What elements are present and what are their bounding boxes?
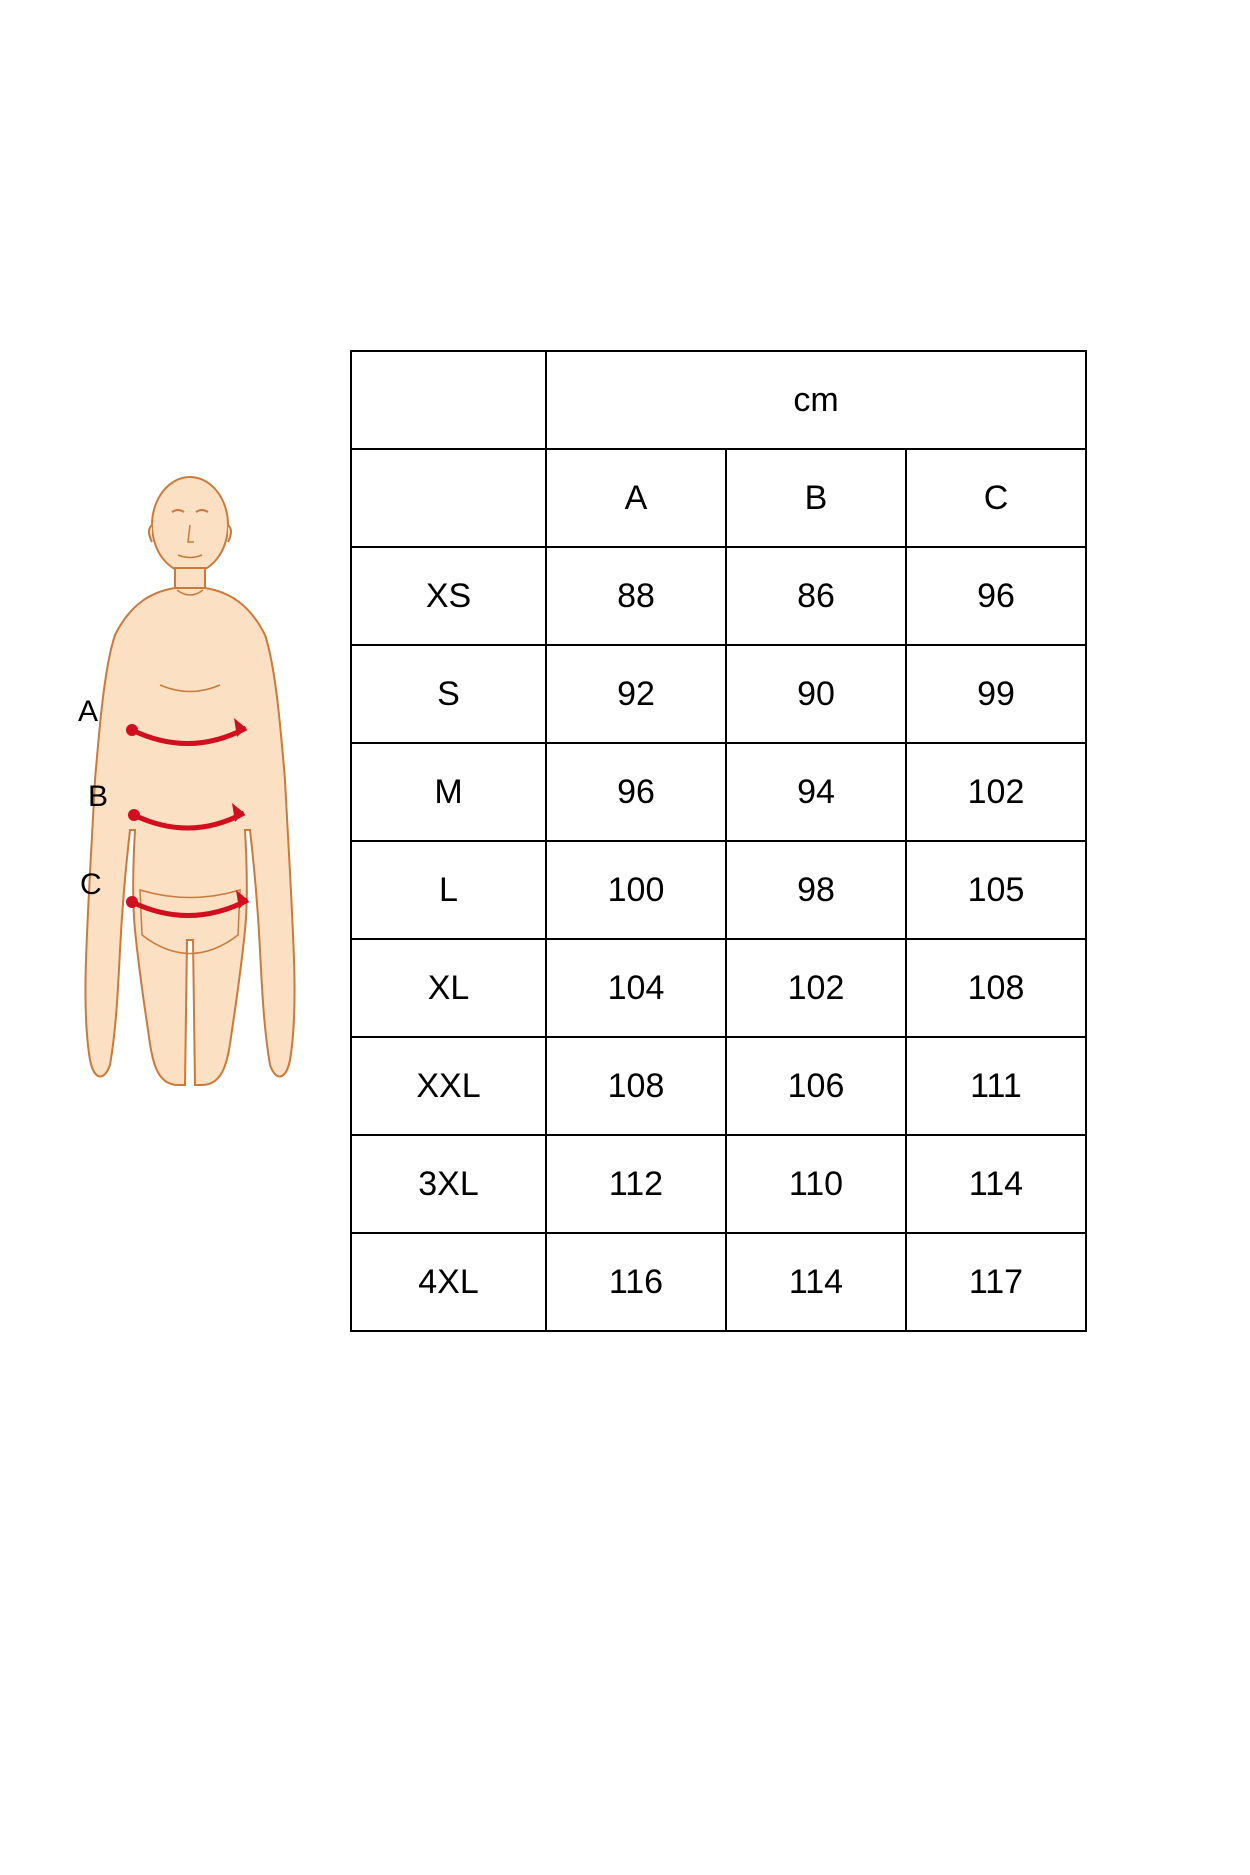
cell-c: 114 (906, 1135, 1086, 1233)
table-row: 4XL 116 114 117 (351, 1233, 1086, 1331)
cell-c: 96 (906, 547, 1086, 645)
cell-b: 110 (726, 1135, 906, 1233)
header-col-a: A (546, 449, 726, 547)
cell-size: L (351, 841, 546, 939)
cell-c: 111 (906, 1037, 1086, 1135)
body-figure: A B C (60, 470, 320, 1090)
table-row: S 92 90 99 (351, 645, 1086, 743)
cell-b: 114 (726, 1233, 906, 1331)
cell-size: XXL (351, 1037, 546, 1135)
cell-c: 105 (906, 841, 1086, 939)
cell-size: XS (351, 547, 546, 645)
cell-a: 100 (546, 841, 726, 939)
cell-b: 90 (726, 645, 906, 743)
figure-label-c: C (80, 868, 102, 902)
cell-size: 3XL (351, 1135, 546, 1233)
figure-label-a: A (78, 695, 98, 729)
cell-a: 92 (546, 645, 726, 743)
cell-size: S (351, 645, 546, 743)
cell-c: 117 (906, 1233, 1086, 1331)
table-row: XL 104 102 108 (351, 939, 1086, 1037)
header-empty-cell (351, 351, 546, 449)
cell-c: 102 (906, 743, 1086, 841)
cell-size: 4XL (351, 1233, 546, 1331)
cell-a: 104 (546, 939, 726, 1037)
size-guide-content: A B C cm A B C XS 88 86 96 S 92 90 99 M … (60, 350, 1087, 1332)
header-col-c: C (906, 449, 1086, 547)
cell-a: 116 (546, 1233, 726, 1331)
cell-c: 108 (906, 939, 1086, 1037)
cell-b: 98 (726, 841, 906, 939)
table-row: XXL 108 106 111 (351, 1037, 1086, 1135)
cell-b: 102 (726, 939, 906, 1037)
cell-size: M (351, 743, 546, 841)
cell-b: 86 (726, 547, 906, 645)
header-unit-cell: cm (546, 351, 1086, 449)
size-table: cm A B C XS 88 86 96 S 92 90 99 M 96 94 … (350, 350, 1087, 1332)
table-row: 3XL 112 110 114 (351, 1135, 1086, 1233)
cell-a: 112 (546, 1135, 726, 1233)
table-header-unit-row: cm (351, 351, 1086, 449)
cell-a: 108 (546, 1037, 726, 1135)
table-row: XS 88 86 96 (351, 547, 1086, 645)
table-row: M 96 94 102 (351, 743, 1086, 841)
table-header-columns-row: A B C (351, 449, 1086, 547)
cell-b: 94 (726, 743, 906, 841)
cell-c: 99 (906, 645, 1086, 743)
figure-label-b: B (88, 780, 108, 814)
cell-size: XL (351, 939, 546, 1037)
header-size-empty (351, 449, 546, 547)
table-row: L 100 98 105 (351, 841, 1086, 939)
cell-a: 96 (546, 743, 726, 841)
cell-b: 106 (726, 1037, 906, 1135)
header-col-b: B (726, 449, 906, 547)
cell-a: 88 (546, 547, 726, 645)
